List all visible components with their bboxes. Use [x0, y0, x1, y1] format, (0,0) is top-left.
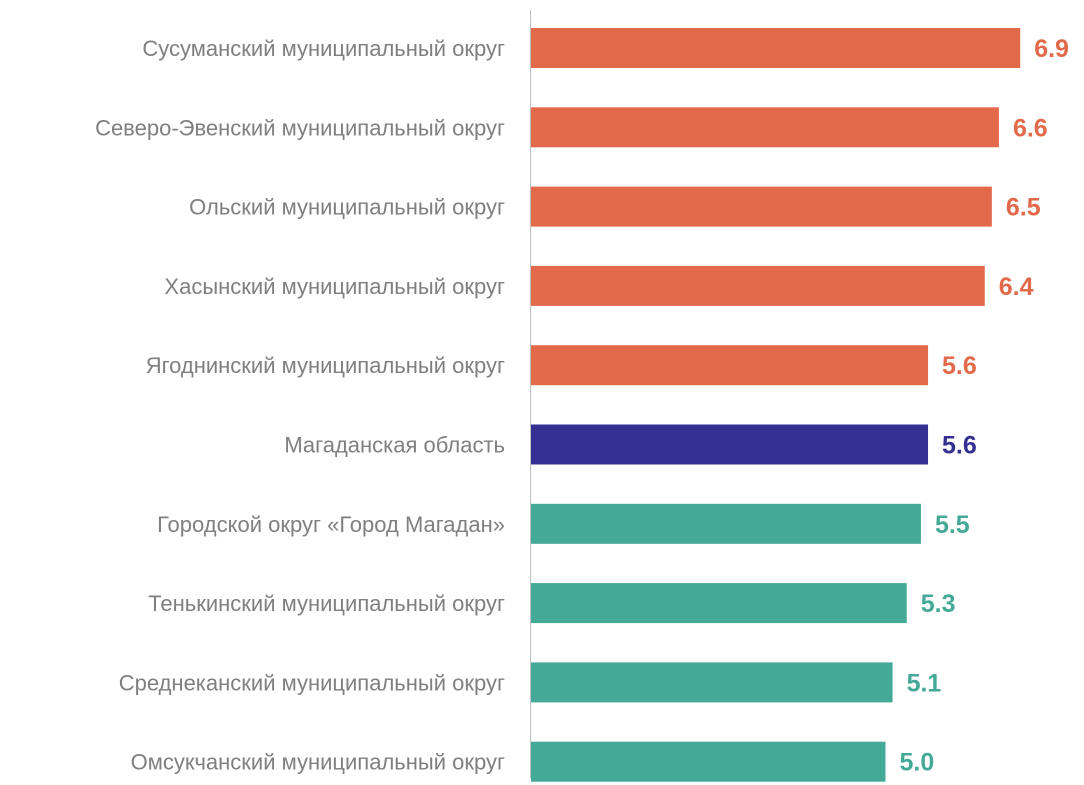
category-label: Северо-Эвенский муниципальный округ: [95, 115, 505, 140]
bar: [531, 583, 907, 624]
value-label: 6.5: [1006, 194, 1041, 222]
category-label: Сусуманский муниципальный округ: [142, 36, 505, 61]
value-label: 5.6: [942, 352, 977, 380]
bar: [531, 28, 1021, 68]
category-label: Ягоднинский муниципальный округ: [146, 353, 505, 378]
bars: [531, 28, 1021, 782]
value-label: 6.4: [999, 273, 1034, 301]
bar: [531, 186, 992, 227]
value-label: 6.9: [1034, 35, 1069, 63]
value-label: 5.3: [921, 590, 956, 618]
bar: [531, 741, 886, 782]
value-label: 5.0: [900, 749, 935, 777]
category-label: Омсукчанский муниципальный округ: [131, 750, 505, 775]
bar: [531, 662, 893, 703]
value-labels: 6.9 6.6 6.5 6.4 5.6 5.6 5.5 5.3 5.1 5.0: [900, 35, 1069, 777]
category-label: Магаданская область: [284, 433, 505, 458]
category-label: Хасынский муниципальный округ: [164, 274, 505, 299]
category-label: Ольский муниципальный округ: [189, 195, 505, 220]
bar: [531, 503, 921, 544]
value-label: 5.5: [935, 511, 970, 539]
bar: [531, 424, 929, 465]
bar: [531, 345, 929, 386]
bar: [531, 265, 985, 306]
value-label: 5.6: [942, 432, 977, 460]
category-label: Городской округ «Город Магадан»: [157, 512, 505, 537]
value-label: 6.6: [1013, 114, 1048, 142]
category-label: Тенькинский муниципальный округ: [148, 591, 505, 616]
category-labels: Сусуманский муниципальный округ Северо-Эв…: [95, 36, 505, 775]
bar: [531, 107, 999, 148]
value-label: 5.1: [907, 669, 942, 697]
category-label: Среднеканский муниципальный округ: [119, 670, 505, 695]
